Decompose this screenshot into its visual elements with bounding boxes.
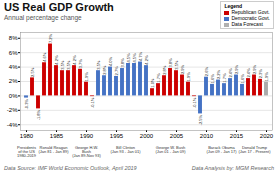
svg-text:2%: 2% (9, 78, 18, 84)
svg-text:2010: 2010 (200, 133, 214, 139)
svg-text:4.7%: 4.7% (138, 51, 143, 61)
svg-text:3.7%: 3.7% (78, 59, 83, 69)
svg-text:0%: 0% (9, 93, 18, 99)
svg-text:4.2%: 4.2% (72, 55, 77, 65)
svg-text:1.0%: 1.0% (150, 78, 155, 88)
svg-text:1.9%: 1.9% (186, 72, 191, 82)
svg-text:Presidentsof the US1980-2019: Presidentsof the US1980-2019 (17, 145, 37, 159)
svg-text:2.9%: 2.9% (234, 64, 239, 74)
svg-text:3.5%: 3.5% (174, 60, 179, 70)
svg-text:2.3%: 2.3% (258, 69, 263, 79)
svg-text:2.2%: 2.2% (216, 69, 221, 79)
svg-text:2.7%: 2.7% (114, 66, 119, 76)
svg-text:4.6%: 4.6% (42, 52, 47, 62)
html-text:Democratic Govt.: Democratic Govt. (231, 15, 270, 21)
svg-text:3.5%: 3.5% (60, 60, 65, 70)
svg-text:4.2%: 4.2% (144, 55, 149, 65)
svg-text:1.6%: 1.6% (240, 74, 245, 84)
svg-text:4.5%: 4.5% (132, 53, 137, 63)
svg-text:3.8%: 3.8% (120, 58, 125, 68)
svg-text:-0.1%: -0.1% (90, 97, 95, 108)
svg-text:-0.1%: -0.1% (192, 97, 197, 108)
svg-text:Ronald Reagan(Jan 81 - Jan 89): Ronald Reagan(Jan 81 - Jan 89) (38, 145, 69, 154)
svg-text:6%: 6% (9, 50, 18, 56)
svg-text:2015: 2015 (230, 133, 244, 139)
svg-text:1.9%: 1.9% (84, 72, 89, 82)
html-text:US Real GDP Growth: US Real GDP Growth (4, 1, 114, 13)
svg-text:2.8%: 2.8% (162, 65, 167, 75)
svg-text:2.6%: 2.6% (204, 67, 209, 77)
svg-text:1980: 1980 (20, 133, 34, 139)
svg-text:2.5%: 2.5% (30, 67, 35, 77)
svg-text:1.7%: 1.7% (222, 73, 227, 83)
svg-text:-1.8%: -1.8% (36, 109, 41, 120)
svg-text:2000: 2000 (140, 133, 154, 139)
svg-text:Donald Trump(Jan 17 - Present): Donald Trump(Jan 17 - Present) (238, 145, 271, 154)
html-text:Data Analysis by: MGM Research: Data Analysis by: MGM Research (191, 165, 274, 171)
html-text:Legend: Legend (224, 3, 243, 9)
svg-text:1990: 1990 (80, 133, 94, 139)
svg-text:1.6%: 1.6% (210, 74, 215, 84)
svg-text:1995: 1995 (110, 133, 124, 139)
svg-text:-4%: -4% (7, 122, 18, 128)
svg-text:1985: 1985 (50, 133, 64, 139)
svg-text:3.5%: 3.5% (66, 60, 71, 70)
svg-text:8%: 8% (9, 35, 18, 41)
html-text:Republican Govt.: Republican Govt. (231, 9, 270, 15)
svg-text:2005: 2005 (170, 133, 184, 139)
svg-text:2.9%: 2.9% (180, 64, 185, 74)
svg-text:-0.3%: -0.3% (24, 99, 29, 110)
html-text:Data Source: IMF World Economi: Data Source: IMF World Economic Outlook,… (4, 165, 137, 171)
svg-text:1.7%: 1.7% (156, 73, 161, 83)
svg-text:-2.5%: -2.5% (198, 114, 203, 125)
svg-text:4.5%: 4.5% (126, 53, 131, 63)
svg-text:George H.W.Bush(Jan 89-Nov 93): George H.W.Bush(Jan 89-Nov 93) (72, 145, 101, 159)
svg-text:4.0%: 4.0% (108, 57, 113, 67)
svg-text:Barack Obama(Jun 09 - Jan 17): Barack Obama(Jun 09 - Jan 17) (206, 145, 237, 154)
svg-text:3.8%: 3.8% (168, 58, 173, 68)
html-text:Annual percentage change: Annual percentage change (4, 14, 82, 21)
html-text:Data Forecast: Data Forecast (231, 21, 263, 27)
svg-text:George W. Bush(Jun 01 - Jan 09: George W. Bush(Jun 01 - Jan 09) (155, 145, 186, 154)
svg-text:2020: 2020 (260, 133, 274, 139)
svg-text:4%: 4% (9, 64, 18, 70)
svg-text:Bill Clinton(Jan 93 - Jan 01): Bill Clinton(Jan 93 - Jan 01) (110, 145, 141, 154)
svg-text:1.9%: 1.9% (264, 72, 269, 82)
svg-text:2.4%: 2.4% (246, 68, 251, 78)
svg-text:3.5%: 3.5% (96, 60, 101, 70)
svg-text:7.2%: 7.2% (48, 33, 53, 43)
svg-text:2.4%: 2.4% (228, 68, 233, 78)
svg-text:4.2%: 4.2% (54, 55, 59, 65)
svg-text:2.8%: 2.8% (102, 65, 107, 75)
svg-text:2.9%: 2.9% (252, 64, 257, 74)
svg-text:-2%: -2% (7, 107, 18, 113)
